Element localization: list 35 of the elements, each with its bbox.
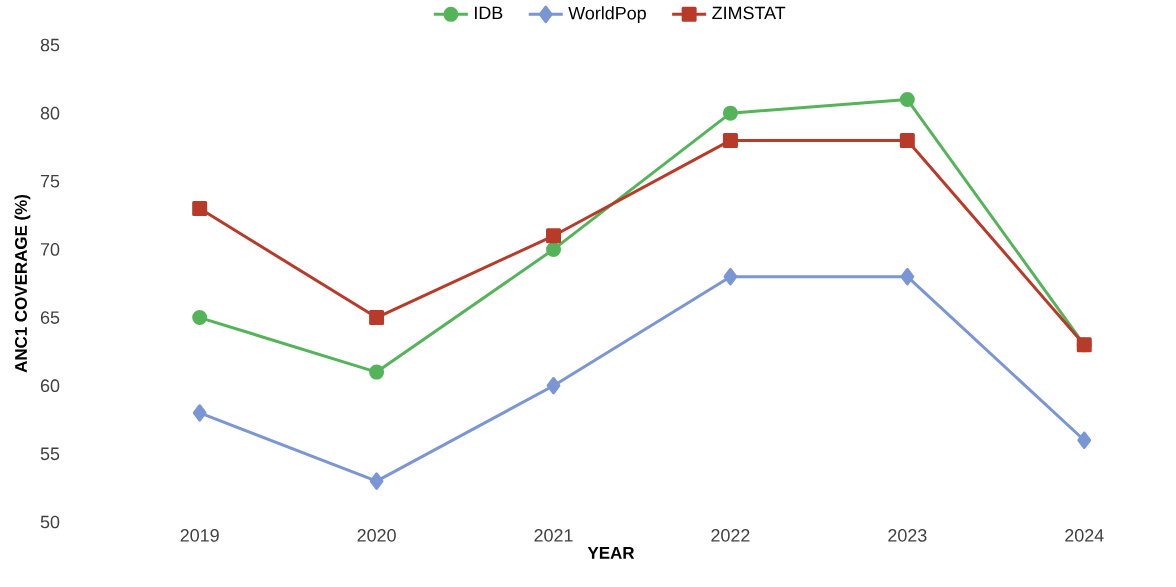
- point: [899, 92, 915, 108]
- point: [546, 377, 561, 395]
- point: [722, 132, 738, 148]
- y-tick-label: 60: [40, 379, 60, 393]
- x-tick-label: 2024: [1065, 529, 1104, 542]
- point: [723, 267, 738, 286]
- y-tick-label: 50: [40, 515, 60, 529]
- x-tick-label: 2022: [711, 529, 750, 542]
- point: [369, 310, 385, 326]
- point: [192, 310, 208, 326]
- point: [899, 132, 915, 148]
- y-tick-label: 80: [40, 106, 60, 120]
- y-tick-label: 75: [40, 175, 60, 188]
- point: [546, 241, 562, 257]
- point: [546, 228, 562, 244]
- point: [192, 201, 208, 217]
- y-axis-title: ANC1 COVERAGE (%): [14, 194, 31, 373]
- x-tick-label: 2023: [888, 529, 927, 542]
- y-tick-label: 85: [40, 38, 60, 52]
- point: [369, 364, 385, 380]
- x-tick-label: 2019: [180, 529, 219, 542]
- y-tick-label: 65: [40, 311, 60, 324]
- point: [722, 105, 738, 121]
- point: [369, 472, 384, 490]
- x-tick-label: 2020: [357, 529, 396, 542]
- x-tick-label: 2021: [534, 529, 573, 542]
- x-axis-title: YEAR: [587, 547, 635, 559]
- point: [1077, 431, 1092, 449]
- legend-label: WorldPop: [568, 6, 646, 24]
- y-tick-label: 70: [40, 243, 60, 256]
- point: [192, 404, 207, 422]
- point: [900, 267, 915, 286]
- legend-label: ZIMSTAT: [712, 6, 786, 20]
- legend-label: IDB: [475, 6, 503, 19]
- y-tick-label: 55: [40, 447, 60, 461]
